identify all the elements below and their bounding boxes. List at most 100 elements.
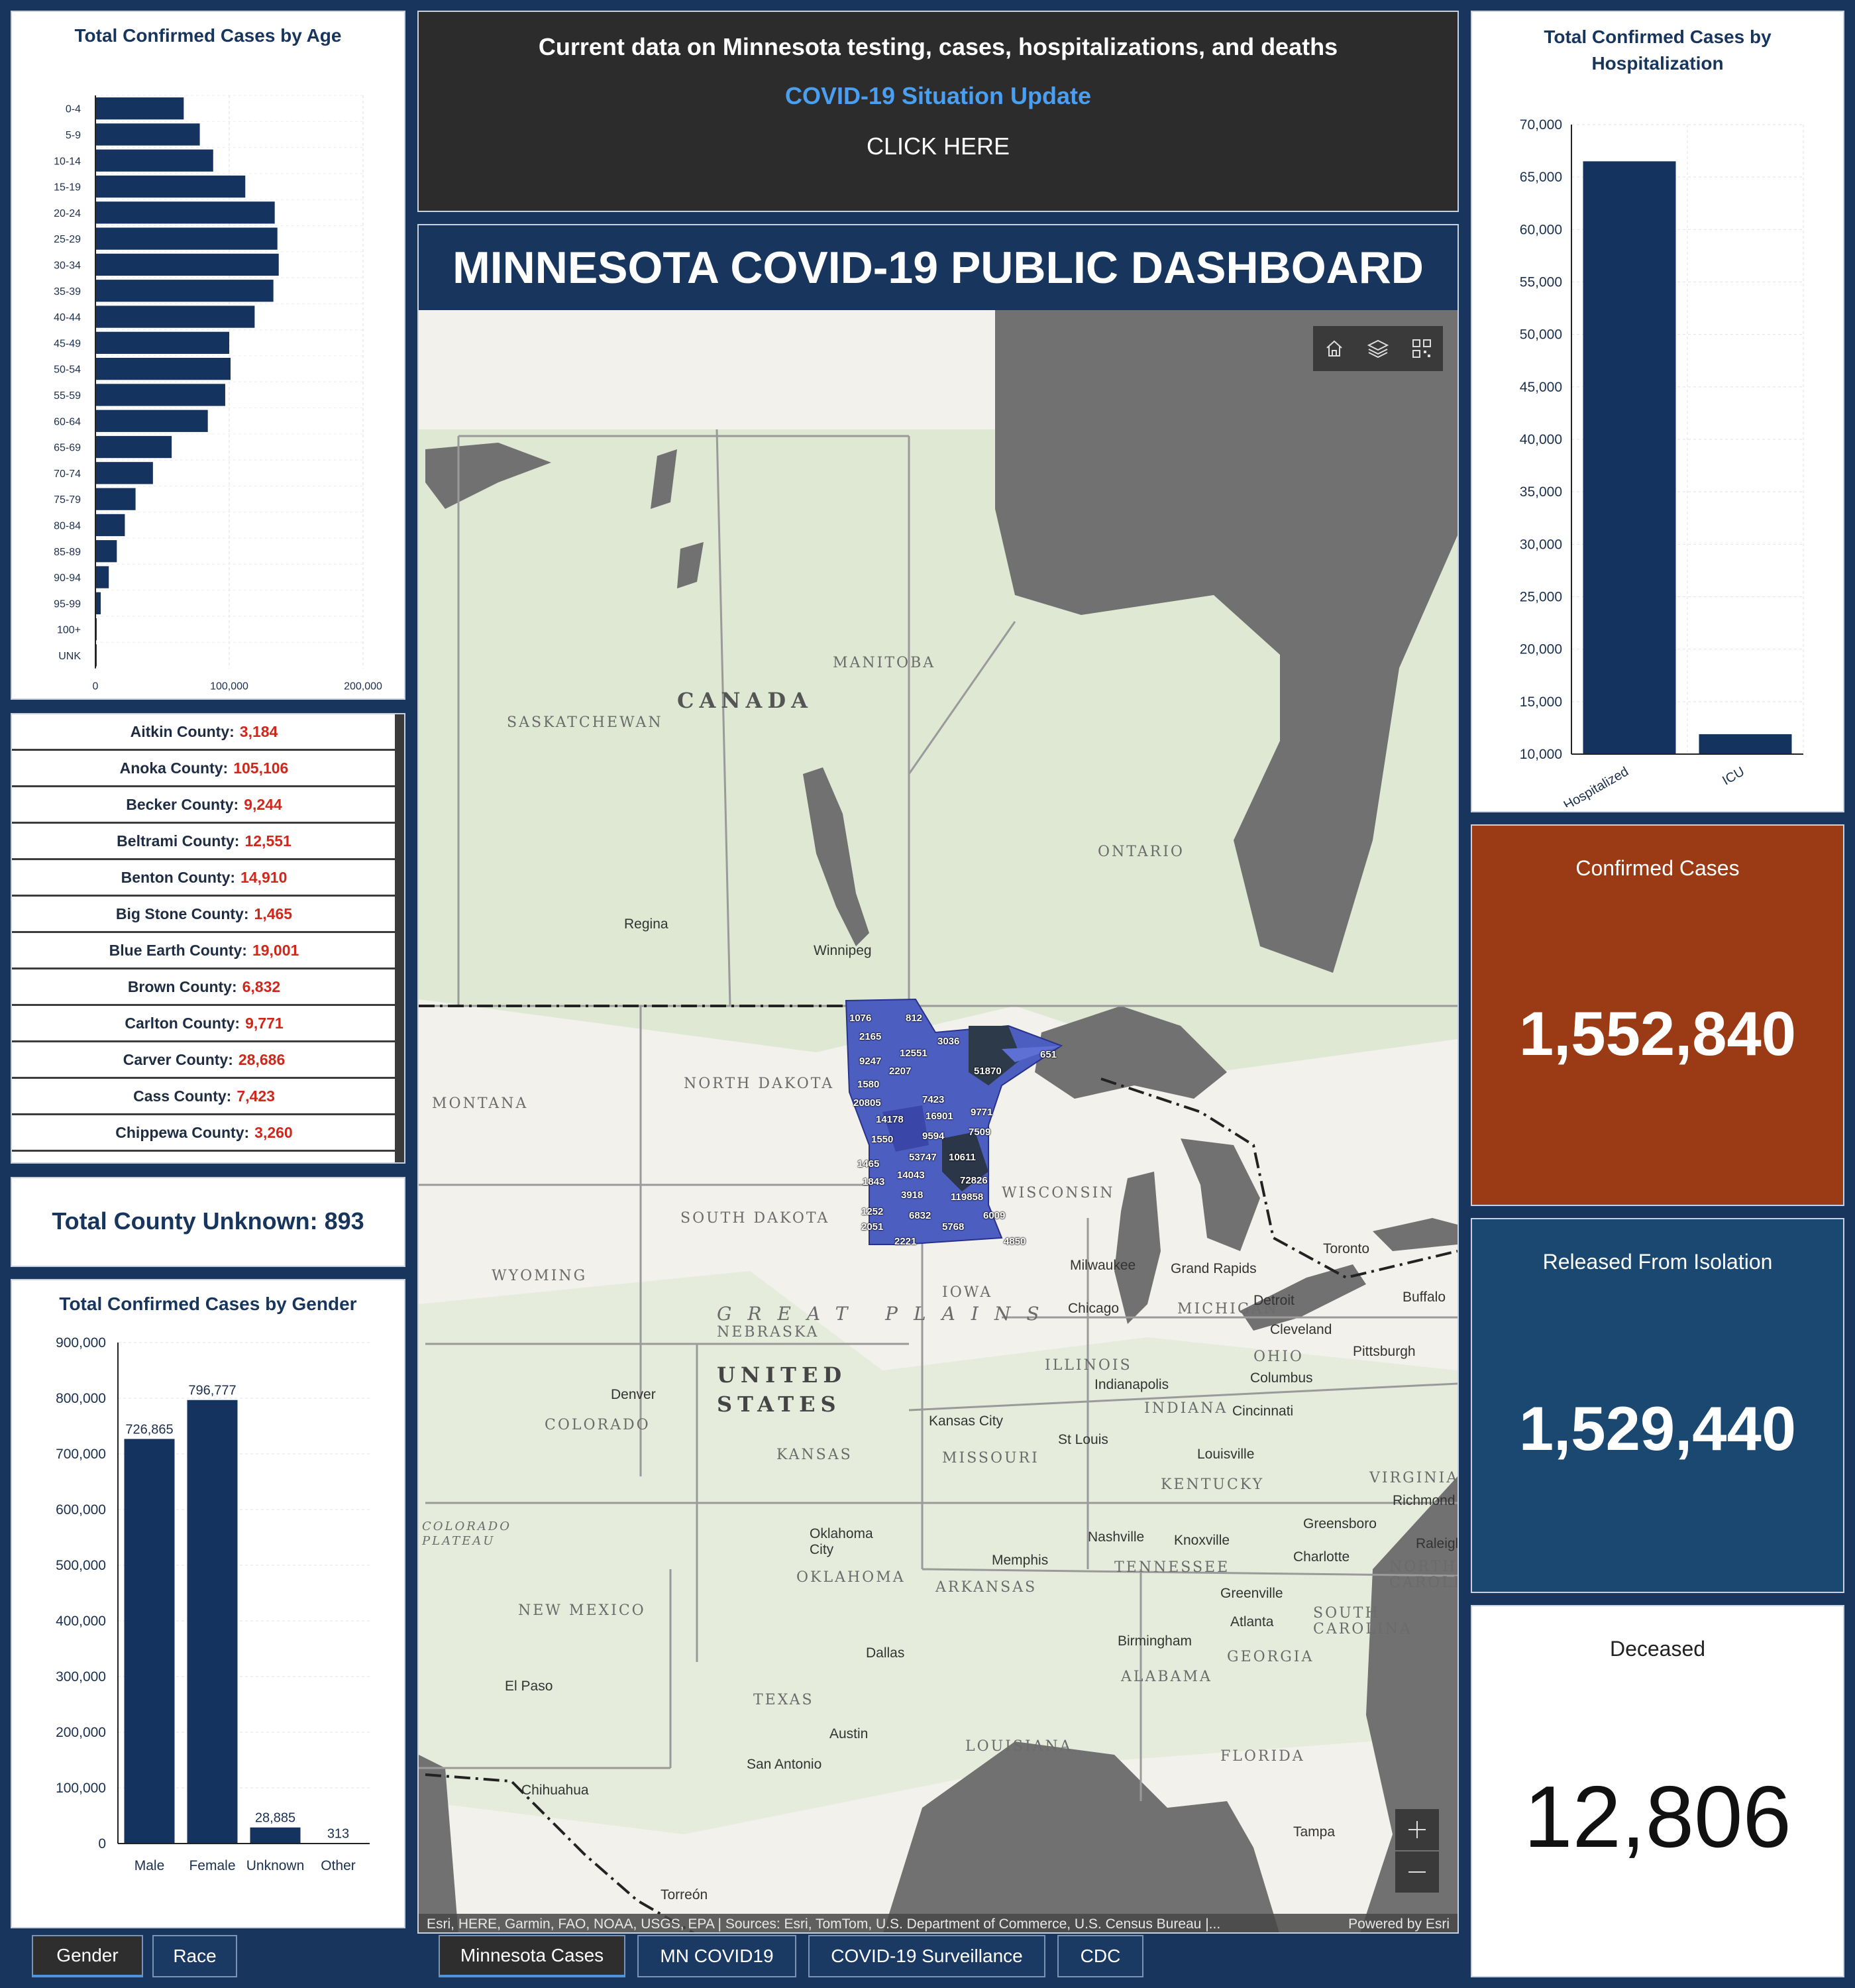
list-item[interactable]: Chippewa County: 3,260 — [12, 1115, 396, 1152]
city-denver: Denver — [611, 1387, 656, 1402]
list-item[interactable]: Carver County: 28,686 — [12, 1042, 396, 1079]
click-here-link[interactable]: CLICK HERE — [866, 133, 1010, 160]
home-icon[interactable] — [1324, 338, 1345, 359]
released-card: Released From Isolation 1,529,440 — [1471, 1218, 1844, 1593]
county-list-scrollbar[interactable] — [395, 714, 404, 1162]
county-name: Beltrami County: — [117, 832, 240, 850]
list-item[interactable]: Brown County: 6,832 — [12, 969, 396, 1006]
y-tick-label: 35-39 — [54, 286, 81, 298]
powered-by-esri[interactable]: Powered by Esri — [1348, 1916, 1450, 1932]
y-tick-label: 25,000 — [1520, 590, 1562, 605]
tab-gender[interactable]: Gender — [32, 1935, 143, 1977]
city-cincinnati: Cincinnati — [1232, 1404, 1294, 1419]
bar — [250, 1827, 301, 1844]
y-tick-label: 20-24 — [54, 208, 81, 219]
bar — [95, 280, 274, 302]
bar — [1699, 734, 1792, 754]
city-san-antonio: San Antonio — [747, 1757, 822, 1772]
tab-mn-covid19[interactable]: MN COVID19 — [637, 1935, 796, 1977]
label-louisiana: LOUISIANA — [965, 1738, 1073, 1755]
tab-covid-surveillance[interactable]: COVID-19 Surveillance — [808, 1935, 1045, 1977]
y-tick-label: UNK — [58, 651, 81, 662]
city-birmingham: Birmingham — [1118, 1633, 1192, 1649]
city-raleigh: Raleigh — [1416, 1536, 1458, 1551]
map-attribution-bar: Esri, HERE, Garmin, FAO, NOAA, USGS, EPA… — [419, 1914, 1458, 1932]
label-illinois: ILLINOIS — [1045, 1357, 1132, 1374]
label-great-plains: GREAT PLAINS — [717, 1303, 1055, 1325]
list-item[interactable]: Aitkin County: 3,184 — [12, 714, 396, 751]
tab-minnesota-cases[interactable]: Minnesota Cases — [439, 1935, 625, 1977]
tab-race[interactable]: Race — [152, 1935, 237, 1977]
zoom-out-button[interactable] — [1395, 1851, 1439, 1893]
county-list[interactable]: Aitkin County: 3,184 Anoka County: 105,106 B… — [12, 714, 396, 1152]
list-item[interactable]: Carlton County: 9,771 — [12, 1006, 396, 1042]
mn-count: 72826 — [960, 1175, 988, 1186]
label-colorado: COLORADO — [545, 1417, 651, 1433]
mn-count: 14043 — [897, 1170, 925, 1181]
city-el-paso: El Paso — [505, 1679, 553, 1694]
confirmed-cases-title: Confirmed Cases — [1575, 856, 1740, 880]
dashboard-title-bar: MINNESOTA COVID-19 PUBLIC DASHBOARD — [419, 225, 1458, 310]
data-label: 28,885 — [255, 1811, 295, 1826]
map-toolbar — [1313, 326, 1443, 371]
city-richmond: Richmond — [1393, 1493, 1456, 1508]
layers-icon[interactable] — [1367, 338, 1389, 359]
label-texas: TEXAS — [753, 1692, 814, 1708]
city-knoxville: Knoxville — [1174, 1533, 1230, 1548]
list-item[interactable]: Beltrami County: 12,551 — [12, 824, 396, 860]
plus-icon — [1408, 1821, 1426, 1838]
city-winnipeg: Winnipeg — [814, 943, 872, 958]
city-greensboro: Greensboro — [1303, 1516, 1377, 1531]
y-tick-label: 10-14 — [54, 156, 81, 167]
mn-count: 7509 — [969, 1127, 991, 1138]
city-nashville: Nashville — [1088, 1529, 1145, 1545]
bar — [95, 149, 213, 172]
y-tick-label: 65,000 — [1520, 170, 1562, 185]
county-unknown-text: Total County Unknown: 893 — [52, 1207, 364, 1235]
situation-update-link[interactable]: COVID-19 Situation Update — [784, 82, 1092, 109]
list-item[interactable]: Big Stone County: 1,465 — [12, 897, 396, 933]
mn-count: 9771 — [971, 1107, 993, 1118]
qr-code-icon[interactable] — [1411, 338, 1432, 359]
list-item[interactable]: Becker County: 9,244 — [12, 787, 396, 824]
label-south-dakota: SOUTH DAKOTA — [680, 1210, 830, 1227]
label-north-dakota: NORTH DAKOTA — [684, 1076, 835, 1092]
county-value: 3,184 — [239, 722, 278, 740]
label-georgia: GEORGIA — [1227, 1649, 1314, 1665]
y-tick-label: 900,000 — [56, 1335, 106, 1351]
mn-count: 3036 — [937, 1036, 960, 1047]
list-item[interactable]: Anoka County: 105,106 — [12, 751, 396, 787]
city-buffalo: Buffalo — [1403, 1290, 1446, 1305]
mn-count: 3918 — [901, 1189, 924, 1201]
city-kansas-city: Kansas City — [929, 1413, 1004, 1429]
label-ontario: ONTARIO — [1098, 844, 1185, 860]
mn-count: 7423 — [922, 1094, 945, 1105]
gender-chart-panel: Total Confirmed Cases by Gender 0 100,000… — [11, 1279, 405, 1928]
mn-count: 1465 — [857, 1158, 880, 1170]
label-kansas: KANSAS — [776, 1447, 853, 1463]
list-item[interactable]: Benton County: 14,910 — [12, 860, 396, 897]
y-tick-label: 800,000 — [56, 1391, 106, 1406]
mn-count: 2165 — [859, 1031, 882, 1042]
city-columbus: Columbus — [1250, 1370, 1313, 1386]
bar — [95, 462, 153, 484]
minnesota-counties[interactable] — [845, 998, 1063, 1245]
label-nebraska: NEBRASKA — [717, 1324, 820, 1341]
tab-cdc[interactable]: CDC — [1057, 1935, 1143, 1977]
label-colorado-plateau: COLORADO PLATEAU — [422, 1519, 511, 1548]
y-tick-label: 45-49 — [54, 338, 81, 349]
y-tick-label: 75-79 — [54, 494, 81, 506]
city-milwaukee: Milwaukee — [1070, 1258, 1136, 1273]
county-name: Carver County: — [123, 1050, 233, 1068]
city-detroit: Detroit — [1253, 1293, 1295, 1308]
map-view[interactable]: CANADA MANITOBA SASKATCHEWAN ONTARIO MON… — [419, 310, 1458, 1932]
deceased-card: Deceased 12,806 — [1471, 1605, 1844, 1977]
deceased-title: Deceased — [1609, 1637, 1706, 1661]
zoom-in-button[interactable] — [1395, 1809, 1439, 1850]
city-memphis: Memphis — [992, 1553, 1049, 1568]
label-virginia: VIRGINIA — [1369, 1470, 1458, 1486]
city-toronto: Toronto — [1323, 1241, 1370, 1256]
bar — [95, 201, 275, 224]
list-item[interactable]: Blue Earth County: 19,001 — [12, 933, 396, 969]
list-item[interactable]: Cass County: 7,423 — [12, 1079, 396, 1115]
